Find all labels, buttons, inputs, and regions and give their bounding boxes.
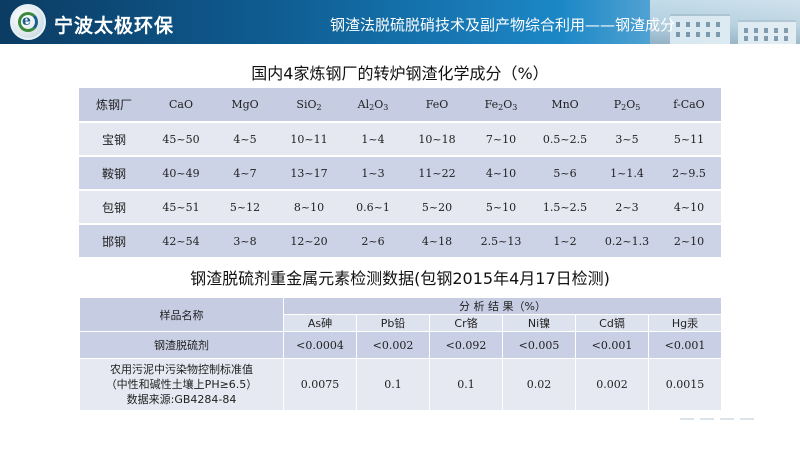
table-cell: 0.002: [575, 358, 649, 411]
element-header: Pb铅: [356, 314, 430, 332]
heavy-metal-table: 样品名称 分 析 结 果（%） As砷 Pb铅 Cr铬 Ni镍 Cd镉 Hg汞 钢渣脱硫剂…: [79, 297, 723, 411]
table-cell: 13~17: [277, 156, 341, 191]
plant-name-cell: 鞍钢: [79, 156, 149, 191]
column-header: MgO: [213, 88, 277, 123]
table-row: 鞍钢 40~49 4~7 13~17 1~3 11~22 4~10 5~6 1~1.4 2~9.5: [79, 156, 721, 191]
table-cell: 4~5: [213, 122, 277, 157]
plant-name-cell: 宝钢: [79, 122, 149, 157]
table-cell: 40~49: [149, 156, 213, 191]
element-header: Hg汞: [647, 314, 723, 332]
table-cell: 1.5~2.5: [533, 190, 597, 225]
table-cell: <0.092: [429, 331, 503, 359]
table-cell: 1~2: [533, 224, 597, 259]
table-cell: 1~1.4: [597, 156, 657, 191]
taiji-logo-icon: e: [10, 4, 46, 40]
table-cell: 45~50: [149, 122, 213, 157]
analysis-result-header: 分 析 结 果（%）: [282, 297, 723, 315]
table-cell: <0.0004: [283, 331, 357, 359]
table-cell: 5~11: [657, 122, 721, 157]
table-cell: 7~10: [469, 122, 533, 157]
element-header: Cr铬: [429, 314, 503, 332]
sample-name-line: 数据来源:GB4284-84: [126, 393, 237, 406]
element-header: Ni镍: [502, 314, 576, 332]
sample-name-cell: 农用污泥中污染物控制标准值 （中性和碱性土壤上PH≥6.5） 数据来源:GB4284…: [79, 358, 284, 411]
table-cell: 2~3: [597, 190, 657, 225]
table-cell: 4~7: [213, 156, 277, 191]
table1-title: 国内4家炼钢厂的转炉钢渣化学成分（%）: [251, 64, 549, 83]
column-header: CaO: [149, 88, 213, 123]
table-cell: 2~10: [657, 224, 721, 259]
sample-name-line: 钢渣脱硫剂: [154, 338, 209, 352]
table-cell: 0.0075: [283, 358, 357, 411]
table-cell: 4~10: [657, 190, 721, 225]
table-cell: 45~51: [149, 190, 213, 225]
header-banner: e 宁波太极环保 钢渣法脱硫脱硝技术及副产物综合利用——钢渣成分: [0, 0, 800, 44]
company-name: 宁波太极环保: [54, 15, 175, 37]
footer-decoration: [680, 418, 770, 424]
table-cell: 5~10: [469, 190, 533, 225]
column-header: f-CaO: [657, 88, 721, 123]
table-cell: 11~22: [405, 156, 469, 191]
table-cell: 42~54: [149, 224, 213, 259]
slide-title: 钢渣法脱硫脱硝技术及副产物综合利用——钢渣成分: [330, 16, 676, 34]
table-cell: 3~8: [213, 224, 277, 259]
table-cell: 0.0015: [647, 358, 723, 411]
table-cell: 8~10: [277, 190, 341, 225]
table-cell: 10~18: [405, 122, 469, 157]
sample-name-line: 农用污泥中污染物控制标准值: [110, 363, 253, 376]
column-header: P2O5: [597, 88, 657, 123]
table2-title: 钢渣脱硫剂重金属元素检测数据(包钢2015年4月17日检测): [190, 269, 610, 288]
table-cell: 5~20: [405, 190, 469, 225]
column-header: FeO: [405, 88, 469, 123]
table-cell: 5~12: [213, 190, 277, 225]
table-row: 农用污泥中污染物控制标准值 （中性和碱性土壤上PH≥6.5） 数据来源:GB4284…: [79, 358, 723, 411]
building-photo: [650, 0, 800, 44]
table-row: 宝钢 45~50 4~5 10~11 1~4 10~18 7~10 0.5~2.5 3~5 5~1…: [79, 122, 721, 157]
table-header-row: 炼钢厂 CaO MgO SiO2 Al2O3 FeO Fe2O3 MnO P2O5 f-CaO: [79, 88, 721, 123]
table-cell: <0.002: [356, 331, 430, 359]
sample-name-header: 样品名称: [79, 297, 284, 332]
table-cell: 2~6: [341, 224, 405, 259]
column-header: 炼钢厂: [79, 88, 149, 123]
table-cell: 4~10: [469, 156, 533, 191]
column-header: MnO: [533, 88, 597, 123]
element-header: Cd镉: [575, 314, 649, 332]
table-cell: <0.001: [647, 331, 723, 359]
table-cell: 10~11: [277, 122, 341, 157]
table-header-row: 样品名称 分 析 结 果（%）: [79, 297, 723, 332]
table-cell: 2~9.5: [657, 156, 721, 191]
building-shape: [670, 14, 730, 44]
table-cell: 12~20: [277, 224, 341, 259]
sample-name-cell: 钢渣脱硫剂: [79, 331, 284, 359]
sample-name-line: （中性和碱性土壤上PH≥6.5）: [105, 378, 258, 391]
table-row: 钢渣脱硫剂 <0.0004 <0.002 <0.092 <0.005 <0.001 <0.0…: [79, 331, 723, 359]
table-cell: 0.5~2.5: [533, 122, 597, 157]
table-row: 包钢 45~51 5~12 8~10 0.6~1 5~20 5~10 1.5~2.5 2~3 4~…: [79, 190, 721, 225]
table-cell: 0.1: [356, 358, 430, 411]
table-cell: 2.5~13: [469, 224, 533, 259]
table-cell: 0.02: [502, 358, 576, 411]
plant-name-cell: 包钢: [79, 190, 149, 225]
table-cell: 0.6~1: [341, 190, 405, 225]
table-cell: 1~4: [341, 122, 405, 157]
table-cell: 1~3: [341, 156, 405, 191]
table-cell: 3~5: [597, 122, 657, 157]
table-cell: 0.1: [429, 358, 503, 411]
column-header: SiO2: [277, 88, 341, 123]
table-cell: <0.005: [502, 331, 576, 359]
table-cell: 5~6: [533, 156, 597, 191]
plant-name-cell: 邯钢: [79, 224, 149, 259]
table-row: 邯钢 42~54 3~8 12~20 2~6 4~18 2.5~13 1~2 0.2~1.3 2~…: [79, 224, 721, 259]
table-cell: <0.001: [575, 331, 649, 359]
column-header: Al2O3: [341, 88, 405, 123]
table-cell: 4~18: [405, 224, 469, 259]
element-header: As砷: [283, 314, 357, 332]
column-header: Fe2O3: [469, 88, 533, 123]
table-cell: 0.2~1.3: [597, 224, 657, 259]
slag-composition-table: 炼钢厂 CaO MgO SiO2 Al2O3 FeO Fe2O3 MnO P2O5 f-CaO 宝…: [79, 88, 721, 259]
building-shape: [738, 20, 796, 44]
